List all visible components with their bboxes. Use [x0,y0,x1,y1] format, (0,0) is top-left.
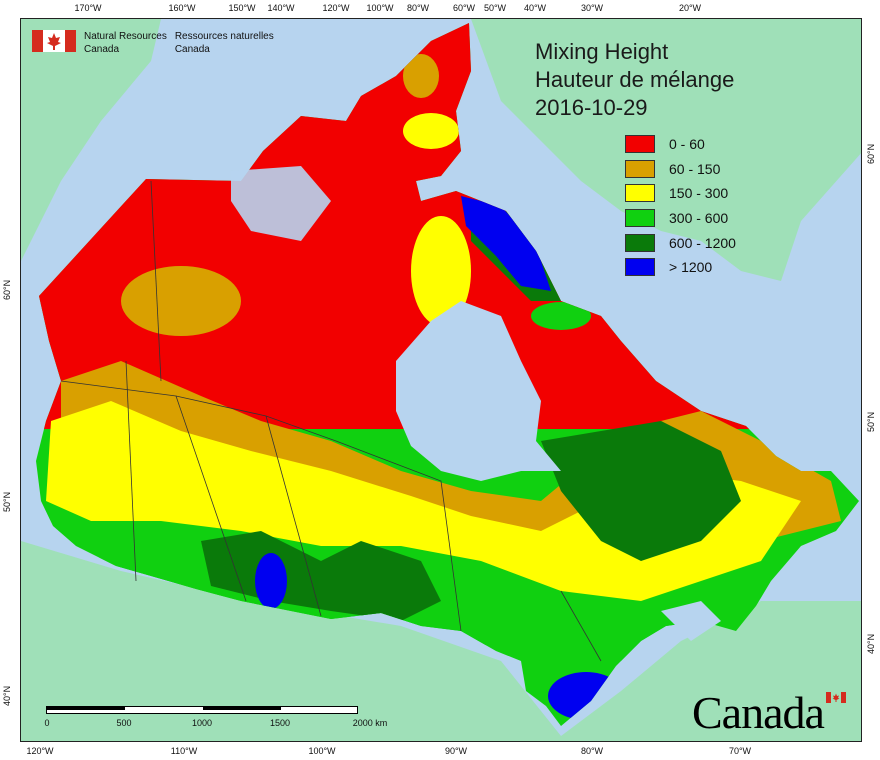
agency-fr-line2: Canada [174,44,210,55]
border-territories-60n [60,380,337,442]
agency-en-line1: Natural Resources [84,31,167,42]
legend-swatch [625,184,655,203]
legend-item: 600 - 1200 [625,230,736,255]
agency-fr-line1: Ressources naturelles [174,31,274,42]
left-lat-label: 50°N [2,491,12,512]
scale-label: 1500 [269,718,291,728]
bottom-lon-label: 90°W [444,746,468,756]
scale-segment [47,707,125,710]
border-alberta-sask [175,395,247,602]
map-canvas [20,18,862,742]
map-date: 2016-10-29 [535,95,648,120]
scale-bar [46,706,358,714]
mixing-height-orange-ellesmere [403,54,439,98]
top-lon-label: 20°W [678,3,702,13]
right-lat-label: 40°N [866,633,876,654]
mixing-height-yellow-arctic [411,216,471,326]
mixing-height-blue-baffin [461,196,551,291]
right-lat-label: 50°N [866,411,876,432]
legend-item: 150 - 300 [625,181,736,206]
agency-name-fr: Ressources naturelles Canada [175,30,274,56]
legend: 0 - 60 60 - 150 150 - 300 300 - 600 600 … [625,132,736,280]
canada-flag-icon [32,30,76,52]
legend-label: 60 - 150 [669,160,721,177]
border-ontario-quebec [560,590,602,662]
legend-label: 300 - 600 [669,210,729,227]
scale-label: 2000 km [352,718,388,728]
top-lon-label: 120°W [322,3,350,13]
scale-label: 500 [116,718,132,728]
scale-label: 0 [44,718,50,728]
legend-label: 150 - 300 [669,185,729,202]
left-lat-label: 40°N [2,685,12,706]
greenland-land [471,19,861,281]
right-lat-label: 60°N [866,143,876,164]
top-lon-label: 30°W [580,3,604,13]
legend-item: 0 - 60 [625,132,736,157]
agency-name-en: Natural Resources Canada [84,30,167,56]
border-bc-alberta [125,360,137,582]
bottom-lon-label: 70°W [728,746,752,756]
legend-swatch [625,233,655,252]
legend-swatch [625,258,655,277]
top-lon-label: 40°W [523,3,547,13]
united-states-land [21,541,861,741]
title-english: Mixing Height [535,39,669,64]
left-lat-label: 60°N [2,279,12,300]
mixing-height-green-baffin-south [531,302,591,330]
top-lon-label: 80°W [406,3,430,13]
map-svg [21,19,861,741]
top-lon-label: 60°W [452,3,476,13]
top-lon-label: 170°W [74,3,102,13]
legend-label: 600 - 1200 [669,234,736,251]
agency-signature: Natural Resources Canada Ressources natu… [32,30,274,56]
canada-wordmark: Canada [692,687,825,738]
mixing-height-blue-saskatchewan [255,553,287,609]
legend-label: 0 - 60 [669,136,705,153]
top-lon-label: 140°W [267,3,295,13]
scale-label: 1000 [191,718,213,728]
legend-swatch [625,159,655,178]
border-yukon-nwt [150,180,162,382]
province-borders [60,180,602,662]
mixing-height-darkgreen-quebec [541,421,741,561]
border-sask-manitoba [265,415,322,617]
legend-swatch [625,209,655,228]
legend-item: > 1200 [625,255,736,280]
top-lon-label: 160°W [168,3,196,13]
mixing-height-orange-north [121,266,241,336]
wordmark-flag-icon [826,692,846,703]
scale-segment [203,707,281,710]
gulf-st-lawrence [661,601,721,641]
border-manitoba-ontario [335,440,462,632]
alaska-land [21,19,161,261]
bottom-lon-label: 100°W [308,746,336,756]
top-lon-label: 150°W [228,3,256,13]
arctic-channel [231,166,331,241]
hudson-bay [396,301,561,481]
bottom-lon-label: 80°W [580,746,604,756]
agency-en-line2: Canada [84,44,120,55]
legend-item: 300 - 600 [625,206,736,231]
legend-swatch [625,135,655,154]
top-lon-label: 50°W [483,3,507,13]
map-title: Mixing Height Hauteur de mélange 2016-10… [535,38,734,122]
bottom-lon-label: 120°W [26,746,54,756]
top-lon-label: 100°W [366,3,394,13]
bottom-lon-label: 110°W [170,746,198,756]
legend-label: > 1200 [669,259,713,276]
mixing-height-yellow-band [46,401,801,601]
mixing-height-yellow-ellesmere [403,113,459,149]
legend-item: 60 - 150 [625,157,736,182]
title-french: Hauteur de mélange [535,67,735,92]
